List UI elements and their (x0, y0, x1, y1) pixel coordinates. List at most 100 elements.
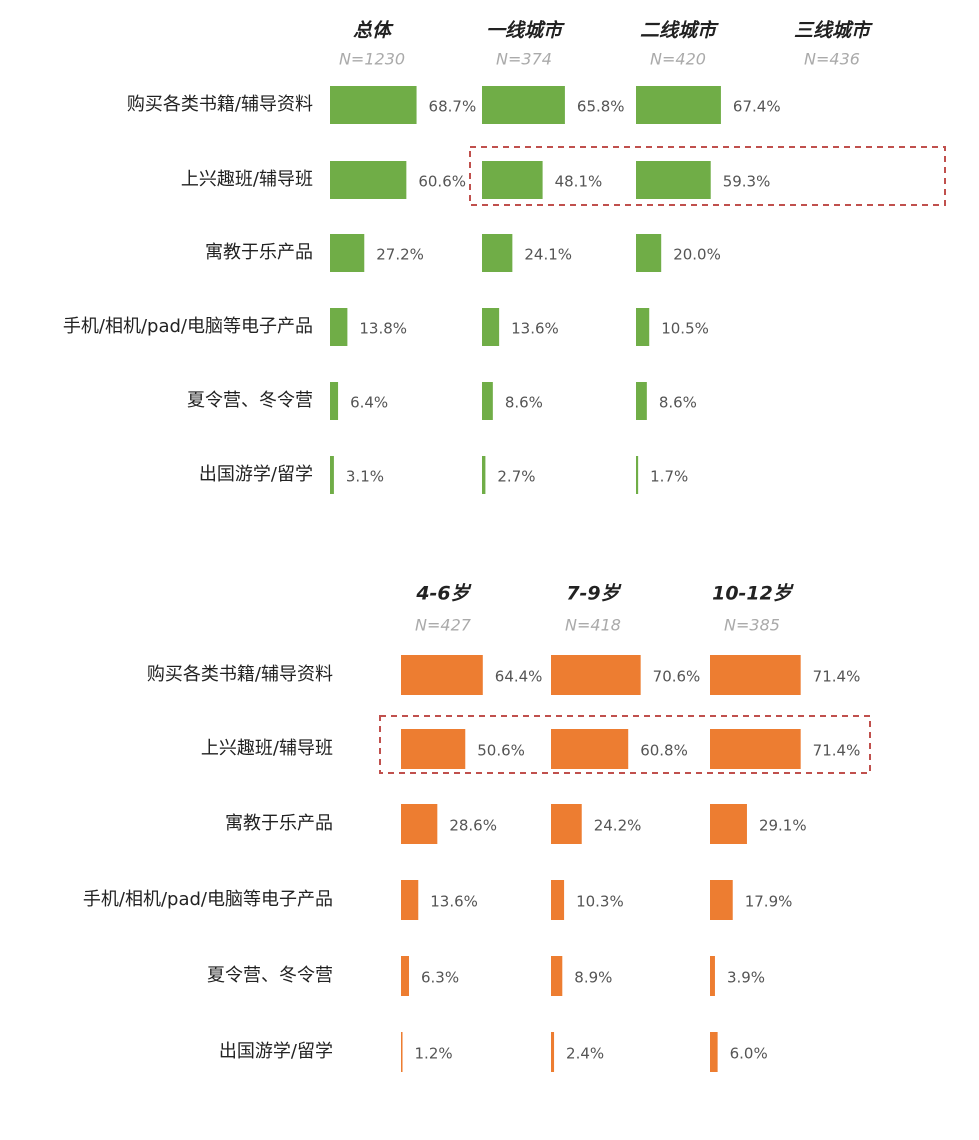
value-label: 68.7% (429, 98, 477, 116)
bar (710, 1032, 718, 1072)
value-label: 13.6% (430, 893, 478, 911)
bar (330, 161, 407, 199)
bar (330, 308, 348, 346)
category-label: 寓教于乐产品 (225, 813, 333, 834)
value-label: 6.0% (730, 1045, 768, 1063)
value-label: 17.9% (745, 893, 793, 911)
value-label: 65.8% (577, 98, 625, 116)
category-label: 寓教于乐产品 (205, 242, 313, 263)
category-label: 购买各类书籍/辅导资料 (127, 94, 313, 115)
bar (401, 655, 483, 695)
bar (636, 234, 662, 272)
value-label: 1.2% (415, 1045, 453, 1063)
group-n: N=420 (650, 50, 706, 69)
value-label: 50.6% (477, 742, 525, 760)
bar (551, 956, 563, 996)
value-label: 6.4% (350, 394, 388, 412)
group-title: 总体 (353, 20, 394, 42)
category-label: 手机/相机/pad/电脑等电子产品 (63, 316, 313, 337)
bar (482, 382, 493, 420)
value-label: 60.8% (640, 742, 688, 760)
bar (710, 956, 715, 996)
bar (482, 86, 565, 124)
group-n: N=436 (804, 50, 860, 69)
bar (401, 729, 466, 769)
category-label: 手机/相机/pad/电脑等电子产品 (83, 889, 333, 910)
group-title: 二线城市 (640, 20, 719, 42)
bar (636, 382, 647, 420)
value-label: 8.6% (505, 394, 543, 412)
bar (401, 880, 419, 920)
bar (551, 729, 629, 769)
value-label: 20.0% (673, 246, 721, 264)
bar (482, 161, 543, 199)
group-n: N=1230 (339, 50, 405, 69)
value-label: 10.3% (576, 893, 624, 911)
group-n: N=385 (724, 616, 780, 635)
value-label: 28.6% (449, 817, 497, 835)
value-label: 8.6% (659, 394, 697, 412)
bar (710, 655, 801, 695)
group-title: 三线城市 (794, 20, 873, 42)
value-label: 10.5% (661, 320, 709, 338)
value-label: 27.2% (376, 246, 424, 264)
value-label: 13.8% (359, 320, 407, 338)
bar (636, 86, 721, 124)
bar (401, 1032, 403, 1072)
bar (330, 456, 334, 494)
bar (551, 804, 582, 844)
bar (482, 308, 500, 346)
highlight-box (379, 715, 871, 774)
value-label: 2.7% (497, 468, 535, 486)
bar (636, 308, 650, 346)
bar (401, 956, 410, 996)
category-label: 上兴趣班/辅导班 (181, 169, 313, 190)
bar (710, 880, 733, 920)
group-n: N=427 (415, 616, 472, 635)
bar (482, 456, 486, 494)
group-n: N=374 (496, 50, 552, 69)
category-label: 夏令营、冬令营 (207, 965, 333, 986)
value-label: 1.7% (650, 468, 688, 486)
group-n: N=418 (565, 616, 621, 635)
value-label: 24.1% (524, 246, 572, 264)
value-label: 13.6% (511, 320, 559, 338)
category-label: 夏令营、冬令营 (187, 390, 313, 411)
value-label: 60.6% (418, 173, 466, 191)
value-label: 64.4% (495, 668, 543, 686)
value-label: 3.9% (727, 969, 765, 987)
bar (551, 880, 565, 920)
value-label: 59.3% (723, 173, 771, 191)
highlight-box (469, 146, 946, 206)
bar (710, 804, 747, 844)
value-label: 24.2% (594, 817, 642, 835)
group-title: 4-6岁 (415, 583, 471, 605)
value-label: 3.1% (346, 468, 384, 486)
category-label: 购买各类书籍/辅导资料 (147, 664, 333, 685)
value-label: 67.4% (733, 98, 781, 116)
bar (330, 234, 365, 272)
value-label: 8.9% (574, 969, 612, 987)
value-label: 48.1% (555, 173, 603, 191)
group-title: 一线城市 (486, 20, 565, 42)
value-label: 6.3% (421, 969, 459, 987)
group-title: 10-12岁 (712, 583, 794, 605)
value-label: 71.4% (813, 668, 861, 686)
category-label: 上兴趣班/辅导班 (201, 738, 333, 759)
category-label: 出国游学/留学 (199, 464, 313, 485)
value-label: 70.6% (653, 668, 701, 686)
group-title: 7-9岁 (566, 583, 621, 605)
value-label: 71.4% (813, 742, 861, 760)
bar (330, 86, 417, 124)
bar (330, 382, 339, 420)
bar (551, 1032, 555, 1072)
bar (401, 804, 438, 844)
category-label: 出国游学/留学 (219, 1041, 333, 1062)
value-label: 29.1% (759, 817, 807, 835)
bar (710, 729, 801, 769)
value-label: 2.4% (566, 1045, 604, 1063)
bar (551, 655, 641, 695)
bar (636, 161, 711, 199)
bar (482, 234, 513, 272)
